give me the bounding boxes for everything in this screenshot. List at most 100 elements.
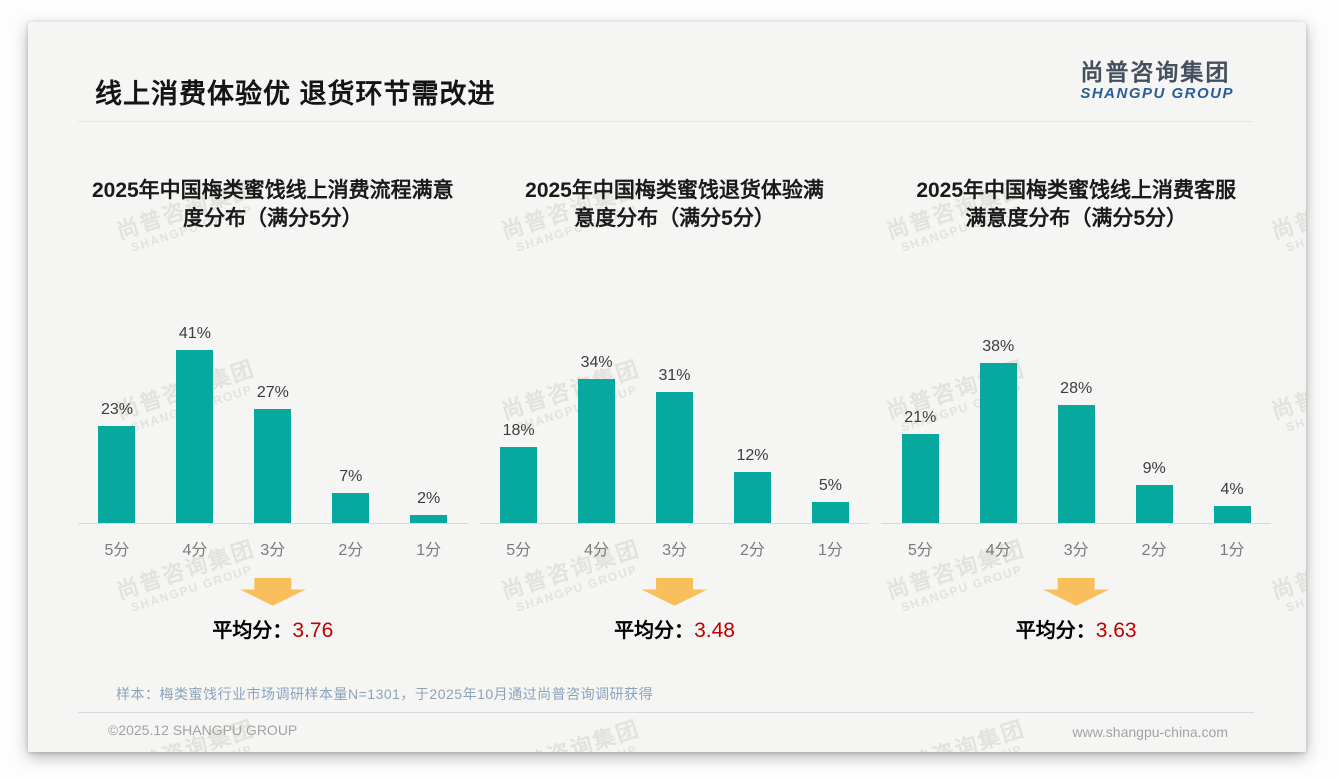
- bar: [656, 391, 694, 523]
- average-value: 3.76: [292, 618, 334, 642]
- bar-value-label: 9%: [1142, 459, 1166, 477]
- average-label: 平均分：: [614, 619, 695, 642]
- category-axis: 5分 4分 3分 2分 1分: [78, 536, 468, 560]
- bar-cell: 9%: [1115, 460, 1193, 523]
- chart-plot: 21% 38% 28% 9% 4% 5分 4分 3分 2分 1分: [881, 312, 1272, 560]
- bar-cell: 28%: [1037, 380, 1115, 523]
- chart-title: 2025年中国梅类蜜饯线上消费流程满意 度分布（满分5分）: [91, 179, 454, 231]
- page-title: 线上消费体验优 退货环节需改进: [95, 79, 496, 109]
- bar-cell: 12%: [713, 447, 791, 523]
- category-label: 4分: [182, 541, 208, 559]
- category-label: 3分: [1063, 541, 1089, 559]
- bar-cell: 5%: [791, 477, 869, 523]
- category-label: 3分: [260, 541, 286, 559]
- bars-area: 23% 41% 27% 7% 2%: [78, 312, 468, 524]
- average-value: 3.48: [694, 618, 735, 642]
- category-axis: 5分 4分 3分 2分 1分: [480, 536, 870, 560]
- average-label: 平均分：: [212, 619, 293, 642]
- category-label: 4分: [985, 541, 1011, 559]
- sample-note: 样本：梅类蜜饯行业市场调研样本量N=1301，于2025年10月通过尚普咨询调研…: [116, 686, 654, 702]
- bar-cell: 18%: [480, 422, 558, 523]
- category-label: 2分: [740, 541, 765, 559]
- bars-area: 21% 38% 28% 9% 4%: [881, 312, 1272, 524]
- bar-cell: 23%: [78, 401, 156, 523]
- bar-cell: 2%: [390, 490, 468, 523]
- bar: [98, 425, 136, 523]
- category-label: 5分: [907, 541, 933, 559]
- category-label: 5分: [104, 541, 130, 559]
- logo-en-text: SHANGPU GROUP: [1080, 85, 1234, 103]
- bar-value-label: 5%: [818, 476, 842, 494]
- category-label: 3分: [662, 541, 687, 559]
- bar-value-label: 7%: [339, 467, 363, 485]
- slide-content: 线上消费体验优 退货环节需改进 尚普咨询集团 SHANGPU GROUP 202…: [28, 22, 1306, 752]
- bar: [410, 514, 448, 523]
- bar: [901, 433, 939, 523]
- category-label: 1分: [1219, 541, 1245, 559]
- bar-cell: 7%: [312, 468, 390, 523]
- bar: [979, 362, 1017, 523]
- bar: [1213, 505, 1251, 523]
- bar-value-label: 34%: [580, 353, 613, 371]
- bar-cell: 4%: [1193, 481, 1271, 523]
- bar-value-label: 27%: [256, 383, 289, 401]
- slide: 尚普咨询集团 SHANGPU GROUP 尚普咨询集团 SHANGPU GROUP 尚普…: [28, 22, 1306, 752]
- average-score: 平均分：3.48: [614, 614, 735, 643]
- company-logo: 尚普咨询集团 SHANGPU GROUP: [1080, 59, 1234, 103]
- chart-plot: 23% 41% 27% 7% 2% 5分 4分 3分 2分 1分: [78, 312, 468, 560]
- bar-value-label: 21%: [904, 408, 937, 426]
- bar-value-label: 38%: [982, 337, 1015, 355]
- charts-row: 2025年中国梅类蜜饯线上消费流程满意 度分布（满分5分） 23% 41% 27% 7…: [78, 177, 1272, 643]
- bar-value-label: 41%: [178, 324, 211, 342]
- bar-cell: 21%: [881, 409, 959, 523]
- average-label: 平均分：: [1015, 619, 1096, 642]
- bar: [733, 471, 771, 523]
- header-divider: [78, 121, 1254, 122]
- down-arrow-icon: [1043, 577, 1110, 606]
- category-label: 2分: [1141, 541, 1167, 559]
- bar-cell: 38%: [959, 338, 1037, 523]
- bar: [500, 446, 538, 523]
- bar-value-label: 28%: [1060, 379, 1093, 397]
- chart-column: 2025年中国梅类蜜饯退货体验满 意度分布（满分5分） 18% 34% 31% 12%…: [479, 177, 870, 643]
- down-arrow-icon: [641, 577, 708, 606]
- average-score: 平均分：3.76: [212, 614, 333, 643]
- bar-cell: 34%: [558, 354, 636, 523]
- chart-column: 2025年中国梅类蜜饯线上消费流程满意 度分布（满分5分） 23% 41% 27% 7…: [78, 177, 468, 643]
- bar: [254, 408, 292, 523]
- bar-value-label: 12%: [736, 446, 769, 464]
- bar-value-label: 23%: [100, 400, 133, 418]
- bar-value-label: 18%: [502, 421, 535, 439]
- chart-plot: 18% 34% 31% 12% 5% 5分 4分 3分 2分 1分: [479, 312, 870, 560]
- down-arrow-icon: [239, 577, 306, 606]
- category-axis: 5分 4分 3分 2分 1分: [881, 536, 1271, 560]
- category-label: 1分: [817, 541, 843, 559]
- chart-title: 2025年中国梅类蜜饯退货体验满 意度分布（满分5分）: [525, 179, 824, 231]
- average-value: 3.63: [1095, 618, 1137, 642]
- bar-cell: 31%: [636, 367, 714, 523]
- bar-cell: 27%: [234, 384, 312, 523]
- bar-cell: 41%: [156, 325, 234, 523]
- category-label: 2分: [338, 541, 364, 559]
- bar: [811, 501, 849, 523]
- category-label: 4分: [584, 541, 610, 559]
- category-label: 1分: [416, 541, 442, 559]
- bar: [176, 349, 214, 523]
- logo-cn-text: 尚普咨询集团: [1080, 59, 1231, 85]
- chart-column: 2025年中国梅类蜜饯线上消费客服 满意度分布（满分5分） 21% 38% 28% 9…: [881, 177, 1272, 643]
- category-label: 5分: [506, 541, 532, 559]
- bar-value-label: 31%: [658, 366, 691, 384]
- bar: [578, 378, 616, 523]
- bar-value-label: 2%: [417, 489, 441, 507]
- bar: [1135, 484, 1173, 523]
- copyright-text: ©2025.12 SHANGPU GROUP: [108, 722, 298, 738]
- footer-divider: [78, 712, 1254, 713]
- average-score: 平均分：3.63: [1016, 614, 1137, 643]
- bar-value-label: 4%: [1220, 480, 1244, 498]
- bar: [332, 492, 370, 523]
- website-text: www.shangpu-china.com: [1072, 724, 1228, 740]
- chart-title: 2025年中国梅类蜜饯线上消费客服 满意度分布（满分5分）: [916, 179, 1237, 231]
- bars-area: 18% 34% 31% 12% 5%: [479, 312, 870, 524]
- bar: [1057, 404, 1095, 523]
